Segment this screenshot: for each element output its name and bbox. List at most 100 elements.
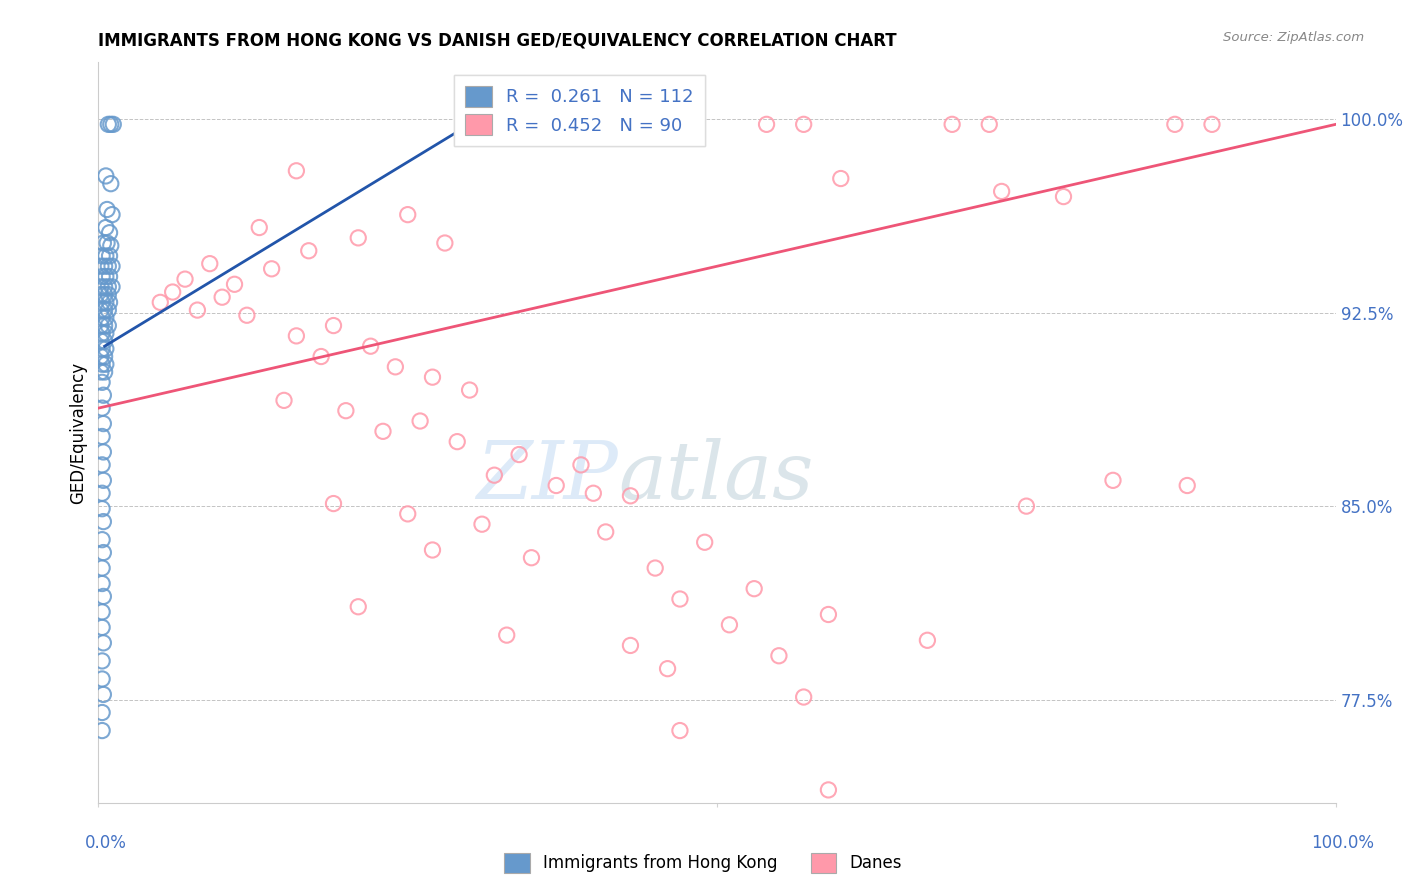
Point [90,365,112,379]
Legend: Immigrants from Hong Kong, Danes: Immigrants from Hong Kong, Danes [498,847,908,880]
Point [100,117,122,131]
Point [285,163,308,178]
Point [91,326,114,341]
Point [446,434,468,449]
Point [97,117,120,131]
Point [93,259,115,273]
Point [94,357,117,371]
Point [91,486,114,500]
Point [91,533,114,547]
Point [98,249,121,263]
Point [211,290,233,304]
Point [657,662,679,676]
Point [91,249,114,263]
Point [93,417,115,431]
Point [1102,474,1125,488]
Point [91,310,114,325]
Point [97,259,120,273]
Point [97,287,120,301]
Point [917,633,939,648]
Point [94,310,117,325]
Point [97,303,120,318]
Point [174,272,197,286]
Point [335,403,357,417]
Point [94,342,117,356]
Point [569,117,592,131]
Point [990,185,1012,199]
Point [979,117,1001,131]
Point [91,269,114,284]
Point [347,231,370,245]
Point [93,688,115,702]
Point [433,235,456,250]
Point [384,359,406,374]
Point [619,489,641,503]
Point [569,458,592,472]
Point [793,690,815,704]
Point [91,672,114,686]
Point [186,303,208,318]
Legend: R =  0.261   N = 112, R =  0.452   N = 90: R = 0.261 N = 112, R = 0.452 N = 90 [454,75,704,145]
Point [93,545,115,559]
Point [91,342,114,356]
Text: IMMIGRANTS FROM HONG KONG VS DANISH GED/EQUIVALENCY CORRELATION CHART: IMMIGRANTS FROM HONG KONG VS DANISH GED/… [98,32,897,50]
Point [198,257,221,271]
Point [96,202,118,217]
Point [817,607,839,622]
Point [93,365,115,379]
Point [693,814,716,828]
Point [422,370,444,384]
Point [91,620,114,634]
Point [322,318,344,333]
Point [619,639,641,653]
Point [360,339,382,353]
Point [273,393,295,408]
Point [347,599,370,614]
Point [718,617,741,632]
Point [941,117,963,131]
Point [97,280,120,294]
Text: 100.0%: 100.0% [1312,834,1374,852]
Point [484,468,506,483]
Point [101,280,124,294]
Point [471,517,494,532]
Point [94,249,117,263]
Point [100,177,122,191]
Point [458,383,481,397]
Point [422,543,444,558]
Point [91,295,114,310]
Point [298,244,321,258]
Point [93,303,115,318]
Point [93,318,115,333]
Point [93,350,115,364]
Point [93,235,115,250]
Point [1164,117,1187,131]
Point [93,515,115,529]
Point [508,448,530,462]
Point [93,388,115,402]
Point [90,259,112,273]
Point [98,295,121,310]
Point [409,414,432,428]
Point [96,235,118,250]
Point [90,280,112,294]
Point [595,524,617,539]
Point [91,501,114,516]
Point [669,723,692,738]
Point [1175,478,1198,492]
Point [90,334,112,348]
Point [97,318,120,333]
Point [90,318,112,333]
Point [644,561,666,575]
Point [93,636,115,650]
Text: 0.0%: 0.0% [84,834,127,852]
Point [669,592,692,607]
Point [91,357,114,371]
Point [793,117,815,131]
Point [94,169,117,183]
Point [693,535,716,549]
Point [236,308,259,322]
Point [93,590,115,604]
Point [149,295,172,310]
Point [830,171,852,186]
